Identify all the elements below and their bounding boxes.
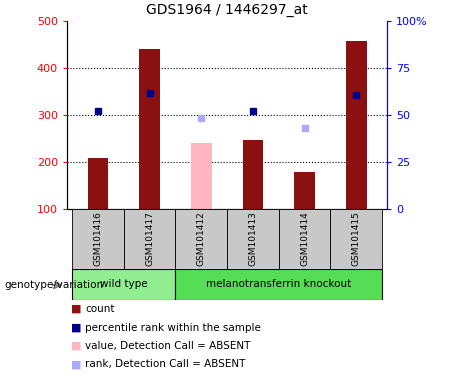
Text: GSM101413: GSM101413	[248, 212, 257, 266]
Bar	[279, 209, 331, 269]
Bar	[88, 157, 108, 209]
Text: ■: ■	[71, 341, 82, 351]
Bar	[294, 172, 315, 209]
Text: GSM101415: GSM101415	[352, 212, 361, 266]
Text: percentile rank within the sample: percentile rank within the sample	[85, 323, 261, 333]
Text: ■: ■	[71, 359, 82, 369]
Text: ■: ■	[71, 304, 82, 314]
Text: melanotransferrin knockout: melanotransferrin knockout	[206, 279, 351, 289]
Text: ■: ■	[71, 323, 82, 333]
Text: wild type: wild type	[100, 279, 148, 289]
Bar	[72, 209, 124, 269]
Bar	[242, 140, 263, 209]
Bar	[124, 209, 175, 269]
Bar	[331, 209, 382, 269]
Title: GDS1964 / 1446297_at: GDS1964 / 1446297_at	[146, 3, 308, 17]
Text: count: count	[85, 304, 115, 314]
Text: GSM101416: GSM101416	[93, 212, 102, 266]
Text: GSM101417: GSM101417	[145, 212, 154, 266]
Text: GSM101412: GSM101412	[197, 212, 206, 266]
Bar	[175, 269, 382, 300]
Bar	[175, 209, 227, 269]
Text: genotype/variation: genotype/variation	[5, 280, 104, 290]
Text: value, Detection Call = ABSENT: value, Detection Call = ABSENT	[85, 341, 251, 351]
Bar	[346, 41, 366, 209]
Bar	[139, 50, 160, 209]
Bar	[227, 209, 279, 269]
Text: GSM101414: GSM101414	[300, 212, 309, 266]
Text: rank, Detection Call = ABSENT: rank, Detection Call = ABSENT	[85, 359, 246, 369]
Bar	[72, 269, 175, 300]
Bar	[191, 144, 212, 209]
